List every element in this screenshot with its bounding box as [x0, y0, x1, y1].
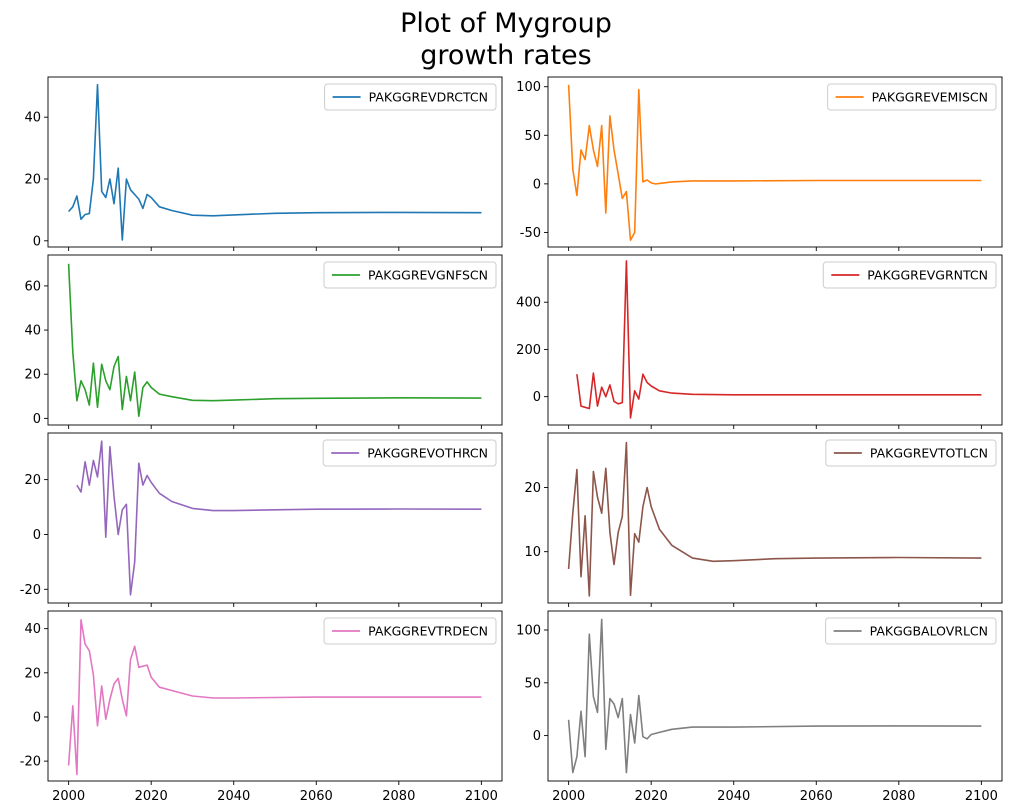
y-tick-label: -20 — [20, 755, 41, 770]
legend-box — [825, 617, 997, 645]
x-tick-label: 2080 — [382, 789, 415, 804]
legend-box — [323, 261, 497, 289]
y-tick-label: 0 — [33, 528, 41, 543]
legend: PAKGGREVTOTLCN — [825, 439, 997, 467]
series-line — [68, 83, 482, 241]
legend-label: PAKGGREVDRCTCN — [369, 90, 488, 105]
x-tick-label: 2080 — [882, 789, 915, 804]
legend-box — [822, 261, 997, 289]
legend-label: PAKGGBALOVRLCN — [870, 624, 988, 639]
x-tick-label: 2040 — [217, 789, 250, 804]
y-tick-label: 40 — [24, 324, 41, 339]
y-tick-label: 50 — [524, 676, 541, 691]
axes-frame — [47, 432, 503, 604]
y-tick-label: 0 — [533, 729, 541, 744]
series-line — [67, 619, 482, 776]
y-tick-label: 100 — [516, 80, 541, 95]
legend-box — [825, 439, 997, 467]
y-tick-label: 20 — [24, 368, 41, 383]
y-tick-label: 0 — [33, 710, 41, 725]
y-tick-label: 0 — [33, 234, 41, 249]
axes-frame — [547, 254, 1003, 426]
axes-frame — [547, 76, 1003, 248]
x-tick-label: 2000 — [52, 789, 85, 804]
y-tick-label: 10 — [524, 545, 541, 560]
legend-box — [322, 439, 497, 467]
y-tick-label: 20 — [24, 666, 41, 681]
y-tick-label: 200 — [516, 343, 541, 358]
subplot-pakggrevemiscn: -50 0 50 100 PAKGGREVEMISCN — [516, 76, 1003, 251]
y-tick-label: 40 — [24, 622, 41, 637]
y-tick-label: 0 — [533, 390, 541, 405]
legend-label: PAKGGREVGRNTCN — [867, 268, 988, 283]
x-tick-label: 2100 — [465, 789, 498, 804]
series-line — [567, 441, 982, 597]
subplot-pakggrevdrctcn: 0 20 40 PAKGGREVDRCTCN — [24, 76, 503, 251]
y-tick-label: 20 — [524, 481, 541, 496]
legend: PAKGGREVGNFSCN — [323, 261, 497, 289]
y-tick-label: 0 — [33, 412, 41, 427]
y-tick-label: 20 — [24, 473, 41, 488]
subplot-pakggrevtotlcn: 10 20 PAKGGREVTOTLCN — [524, 432, 1003, 607]
subplot-grid: 02040PAKGGREVDRCTCN-50050100PAKGGREVEMIS… — [20, 76, 1003, 804]
legend-label: PAKGGREVGNFSCN — [368, 268, 488, 283]
y-tick-label: 0 — [533, 177, 541, 192]
legend-box — [323, 617, 497, 645]
legend: PAKGGREVDRCTCN — [324, 83, 497, 111]
y-tick-label: -50 — [520, 226, 541, 241]
legend-box — [324, 83, 497, 111]
chart-title-line-2: growth rates — [420, 40, 591, 71]
x-tick-label: 2100 — [965, 789, 998, 804]
y-tick-label: 50 — [524, 129, 541, 144]
subplot-pakggbalovrlcn: 0 50 100 2000 2020 2040 2060 2080 2100 PAKGGBALOV… — [516, 610, 1003, 804]
legend: PAKGGREVOTHRCN — [322, 439, 497, 467]
y-tick-label: 400 — [516, 296, 541, 311]
axes-frame — [47, 610, 503, 782]
x-tick-label: 2000 — [552, 789, 585, 804]
legend: PAKGGBALOVRLCN — [825, 617, 997, 645]
series-line — [67, 263, 482, 417]
legend-label: PAKGGREVTRDECN — [368, 624, 488, 639]
axes-frame — [547, 610, 1003, 782]
legend: PAKGGREVEMISCN — [827, 83, 997, 111]
x-tick-label: 2040 — [717, 789, 750, 804]
chart-title-line-1: Plot of Mygroup — [400, 8, 612, 39]
y-tick-label: 60 — [24, 279, 41, 294]
y-tick-label: 100 — [516, 624, 541, 639]
series-line — [76, 440, 482, 596]
subplot-pakggrevothrcn: -20 0 20 PAKGGREVOTHRCN — [20, 432, 503, 607]
series-line — [567, 618, 982, 774]
subplot-pakggrevgrntcn: 0 200 400 PAKGGREVGRNTCN — [516, 254, 1003, 429]
subplot-pakggrevgnfscn: 0 20 40 60 PAKGGREVGNFSCN — [24, 254, 503, 429]
series-line — [576, 260, 982, 419]
legend: PAKGGREVTRDECN — [323, 617, 497, 645]
y-tick-label: 20 — [24, 173, 41, 188]
axes-frame — [47, 254, 503, 426]
series-line — [567, 84, 982, 241]
y-tick-label: 40 — [24, 111, 41, 126]
legend-label: PAKGGREVTOTLCN — [870, 446, 988, 461]
legend-label: PAKGGREVOTHRCN — [367, 446, 488, 461]
legend-box — [827, 83, 997, 111]
x-tick-label: 2020 — [135, 789, 168, 804]
x-tick-label: 2060 — [800, 789, 833, 804]
axes-frame — [47, 76, 503, 248]
legend-label: PAKGGREVEMISCN — [872, 90, 988, 105]
y-tick-label: -20 — [20, 583, 41, 598]
x-tick-label: 2060 — [300, 789, 333, 804]
x-tick-label: 2020 — [635, 789, 668, 804]
legend: PAKGGREVGRNTCN — [822, 261, 997, 289]
axes-frame — [547, 432, 1003, 604]
